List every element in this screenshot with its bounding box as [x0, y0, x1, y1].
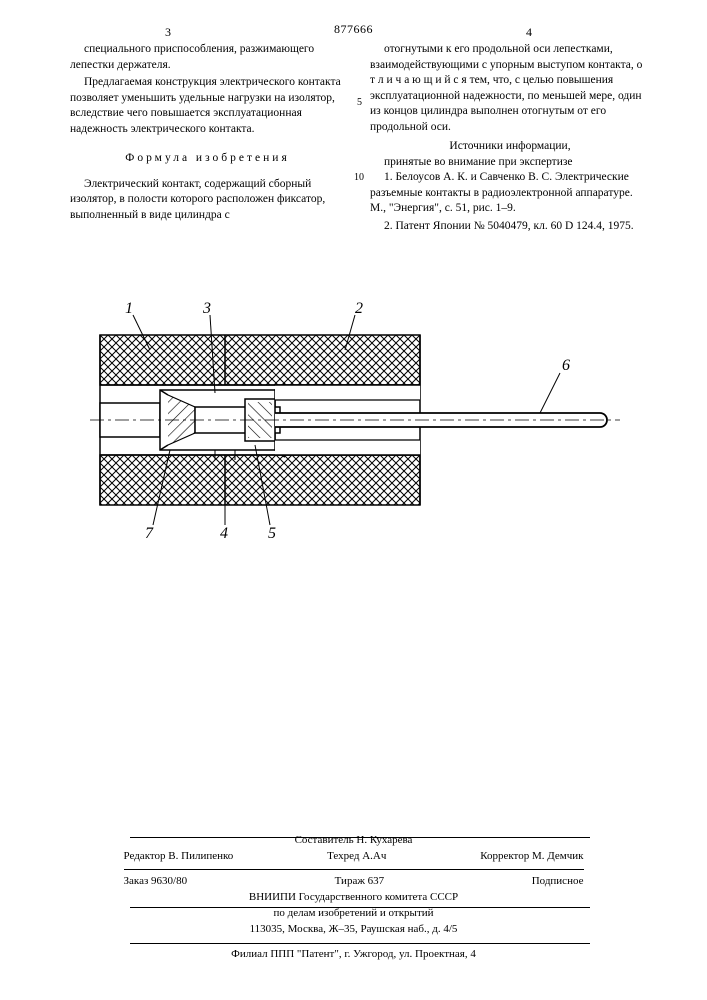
footer-podpis: Подписное [532, 874, 584, 890]
figure-label-6: 6 [562, 357, 570, 374]
figure-label-2: 2 [355, 300, 363, 317]
footer-compiler: Составитель Н. Кухарева [0, 833, 707, 849]
figure-label-1: 1 [125, 300, 133, 317]
formula-title: Формула изобретения [70, 151, 345, 167]
line-marker-5: 5 [357, 97, 362, 108]
footer-rule-mid [130, 907, 590, 908]
right-para-1: отогнутыми к его продольной оси лепестка… [370, 42, 650, 135]
page-number-right: 4 [526, 25, 532, 40]
footer-org-2: по делам изобретений и открытий [0, 906, 707, 922]
footer-credits-row: Редактор В. Пилипенко Техред А.Ач Коррек… [124, 849, 584, 865]
sources-subheading: принятые во внимание при экспертизе [370, 155, 650, 171]
figure-label-3: 3 [202, 300, 211, 317]
figure-svg: 1 3 2 6 7 4 5 [60, 295, 660, 555]
figure-label-5: 5 [268, 525, 276, 542]
technical-figure: 1 3 2 6 7 4 5 [60, 295, 660, 555]
footer-tirazh: Тираж 637 [335, 874, 385, 890]
document-number: 877666 [334, 22, 373, 37]
footer-org-1: ВНИИПИ Государственного комитета СССР [0, 890, 707, 906]
footer-corrector: Корректор М. Демчик [480, 849, 583, 865]
footer-order: Заказ 9630/80 [124, 874, 188, 890]
footer-order-row: Заказ 9630/80 Тираж 637 Подписное [124, 874, 584, 890]
left-column: специального приспособления, разжимающег… [70, 42, 345, 225]
footer-rule-bot [130, 943, 590, 944]
figure-label-4: 4 [220, 525, 228, 542]
right-column: отогнутыми к его продольной оси лепестка… [370, 42, 650, 236]
footer-inner-rule [124, 869, 584, 870]
footer-techred: Техред А.Ач [327, 849, 386, 865]
footer-block: Составитель Н. Кухарева Редактор В. Пили… [0, 833, 707, 938]
left-para-3: Электрический контакт, содержащий сборны… [70, 177, 345, 224]
footer-addr: 113035, Москва, Ж–35, Раушская наб., д. … [0, 922, 707, 938]
sources-heading: Источники информации, [370, 139, 650, 155]
source-1: 1. Белоусов А. К. и Савченко В. С. Элект… [370, 170, 650, 217]
page-number-left: 3 [165, 25, 171, 40]
footer-filial: Филиал ППП "Патент", г. Ужгород, ул. Про… [0, 948, 707, 960]
left-para-2: Предлагаемая конструкция электрического … [70, 75, 345, 137]
line-marker-10: 10 [354, 172, 364, 183]
figure-label-7: 7 [145, 525, 154, 542]
footer-editor: Редактор В. Пилипенко [124, 849, 234, 865]
left-para-1: специального приспособления, разжимающег… [70, 42, 345, 73]
source-2: 2. Патент Японии № 5040479, кл. 60 D 124… [370, 219, 650, 235]
